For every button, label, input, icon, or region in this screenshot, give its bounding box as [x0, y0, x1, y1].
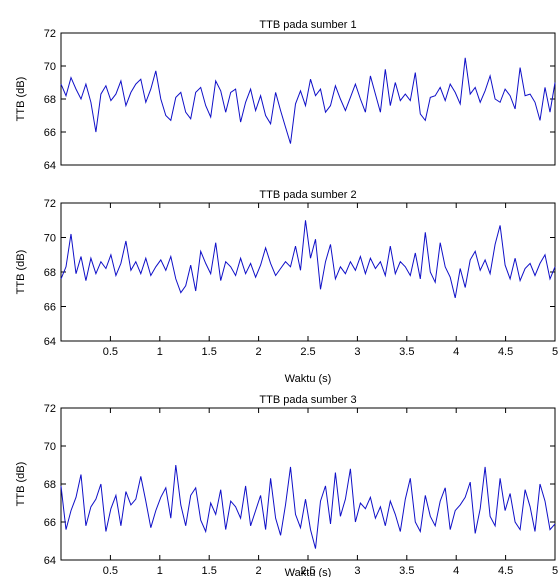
- y-tick-label: 64: [44, 336, 56, 348]
- panel-sumber-3: TTB pada sumber 3 TTB (dB) Waktu (s) 64 6…: [15, 394, 558, 577]
- y-tick-label: 64: [44, 160, 56, 172]
- x-tick-label: 3.5: [399, 565, 414, 577]
- x-tick-label: 4: [453, 565, 459, 577]
- panel-sumber-1: TTB pada sumber 1 TTB (dB) 64 66 68 70 72: [15, 19, 556, 172]
- x-tick-label: 2.5: [300, 346, 315, 358]
- x-tick-label: 0.5: [103, 346, 118, 358]
- y-tick-label: 70: [44, 61, 56, 73]
- y-tick-label: 72: [44, 198, 56, 210]
- x-tick-label: 3: [354, 565, 360, 577]
- y-tick-label: 66: [44, 127, 56, 139]
- series-line-ttb: [60, 464, 556, 549]
- y-tick-label: 72: [44, 28, 56, 40]
- x-tick-label: 4.5: [498, 346, 513, 358]
- x-tick-label: 5: [552, 346, 558, 358]
- x-tick-label: 3.5: [399, 346, 414, 358]
- y-tick-label: 68: [44, 267, 56, 279]
- x-tick-label: 4.5: [498, 565, 513, 577]
- y-axis-label: TTB (dB): [15, 462, 27, 507]
- x-tick-label: 3: [354, 346, 360, 358]
- x-tick-label: 2: [256, 346, 262, 358]
- x-tick-label: 2: [256, 565, 262, 577]
- panel-sumber-2: TTB pada sumber 2 TTB (dB) Waktu (s) 64 6…: [15, 189, 558, 385]
- x-tick-label: 0.5: [103, 565, 118, 577]
- y-axis-label: TTB (dB): [15, 250, 27, 295]
- series-line-ttb: [60, 57, 556, 144]
- x-axis-label: Waktu (s): [285, 373, 332, 385]
- x-tick-label: 5: [552, 565, 558, 577]
- x-axis-label: Waktu (s): [285, 567, 332, 577]
- y-tick-label: 66: [44, 517, 56, 529]
- y-axis-label: TTB (dB): [15, 77, 27, 122]
- y-tick-label: 64: [44, 555, 56, 567]
- chart-title: TTB pada sumber 1: [259, 19, 356, 31]
- plot-area: [60, 407, 556, 561]
- plot-area: [60, 32, 556, 166]
- x-tick-label: 2.5: [300, 565, 315, 577]
- y-tick-label: 68: [44, 94, 56, 106]
- y-tick-label: 70: [44, 441, 56, 453]
- series-line-ttb: [60, 220, 556, 299]
- x-tick-label: 1: [157, 346, 163, 358]
- x-tick-label: 1.5: [202, 346, 217, 358]
- x-tick-label: 1.5: [202, 565, 217, 577]
- y-tick-label: 70: [44, 233, 56, 245]
- chart-title: TTB pada sumber 2: [259, 189, 356, 201]
- y-tick-label: 72: [44, 403, 56, 415]
- y-tick-label: 66: [44, 302, 56, 314]
- y-tick-label: 68: [44, 479, 56, 491]
- x-tick-label: 1: [157, 565, 163, 577]
- x-tick-label: 4: [453, 346, 459, 358]
- chart-title: TTB pada sumber 3: [259, 394, 356, 406]
- plot-area: [60, 202, 556, 342]
